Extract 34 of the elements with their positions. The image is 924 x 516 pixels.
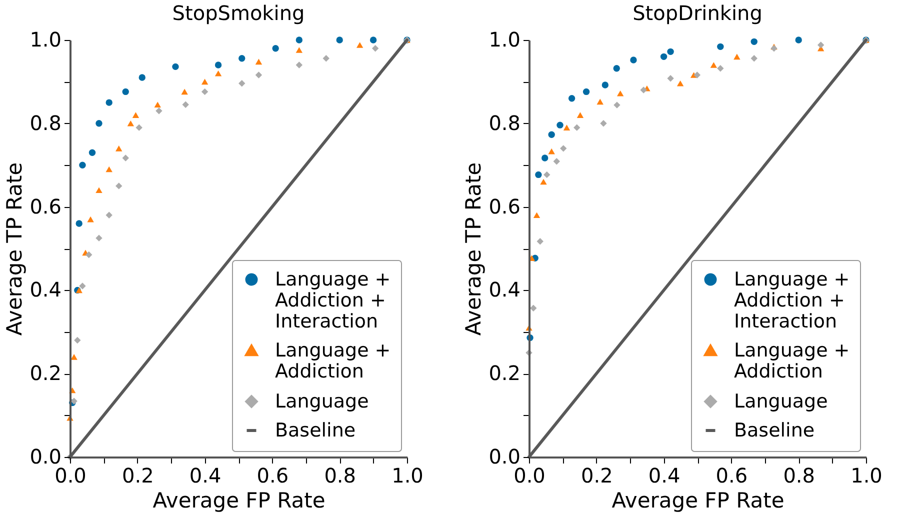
y-tick-label: 0.8 bbox=[488, 110, 520, 135]
x-tick-label: 0.4 bbox=[648, 464, 680, 488]
x-tick-label: 1.0 bbox=[850, 464, 882, 488]
legend-label: Baseline bbox=[734, 420, 815, 442]
y-tick-label: 0.8 bbox=[30, 110, 62, 135]
x-axis-title: Average FP Rate bbox=[152, 488, 326, 512]
y-axis-title: Average TP Rate bbox=[462, 162, 486, 336]
y-tick-label: 0.2 bbox=[488, 361, 520, 386]
y-tick-label: 0.2 bbox=[30, 361, 62, 386]
legend-label: Language + Addiction + Interaction bbox=[275, 268, 391, 332]
x-tick-label: 0.4 bbox=[189, 464, 222, 488]
y-axis-title: Average TP Rate bbox=[2, 162, 27, 336]
x-tick-label: 0.6 bbox=[716, 464, 748, 488]
y-tick-label: 0.4 bbox=[30, 278, 62, 302]
x-tick-label: 0.6 bbox=[256, 464, 289, 488]
legend-label: Language bbox=[734, 390, 828, 412]
x-tick-label: 0.8 bbox=[783, 464, 816, 488]
legend-label: Language + Addiction bbox=[275, 340, 391, 382]
x-axis-title: Average FP Rate bbox=[612, 488, 784, 512]
chart-title: StopDrinking bbox=[632, 1, 762, 25]
x-tick-label: 0.8 bbox=[324, 464, 356, 488]
y-tick-label: 1.0 bbox=[30, 28, 62, 52]
y-tick-label: 0.6 bbox=[30, 194, 62, 218]
x-tick-label: 1.0 bbox=[392, 464, 424, 488]
y-tick-label: 1.0 bbox=[488, 28, 520, 52]
legend-label: Language + Addiction + Interaction bbox=[734, 268, 850, 332]
x-tick-label: 0.2 bbox=[122, 464, 154, 488]
x-tick-label: 0.2 bbox=[580, 464, 613, 488]
chart-title: StopSmoking bbox=[172, 1, 305, 25]
y-tick-label: 0.6 bbox=[488, 194, 520, 218]
legend-label: Language + Addiction bbox=[734, 340, 850, 382]
y-tick-label: 0.4 bbox=[488, 278, 520, 302]
legend-label: Baseline bbox=[275, 420, 356, 442]
legend-label: Language bbox=[275, 390, 369, 412]
